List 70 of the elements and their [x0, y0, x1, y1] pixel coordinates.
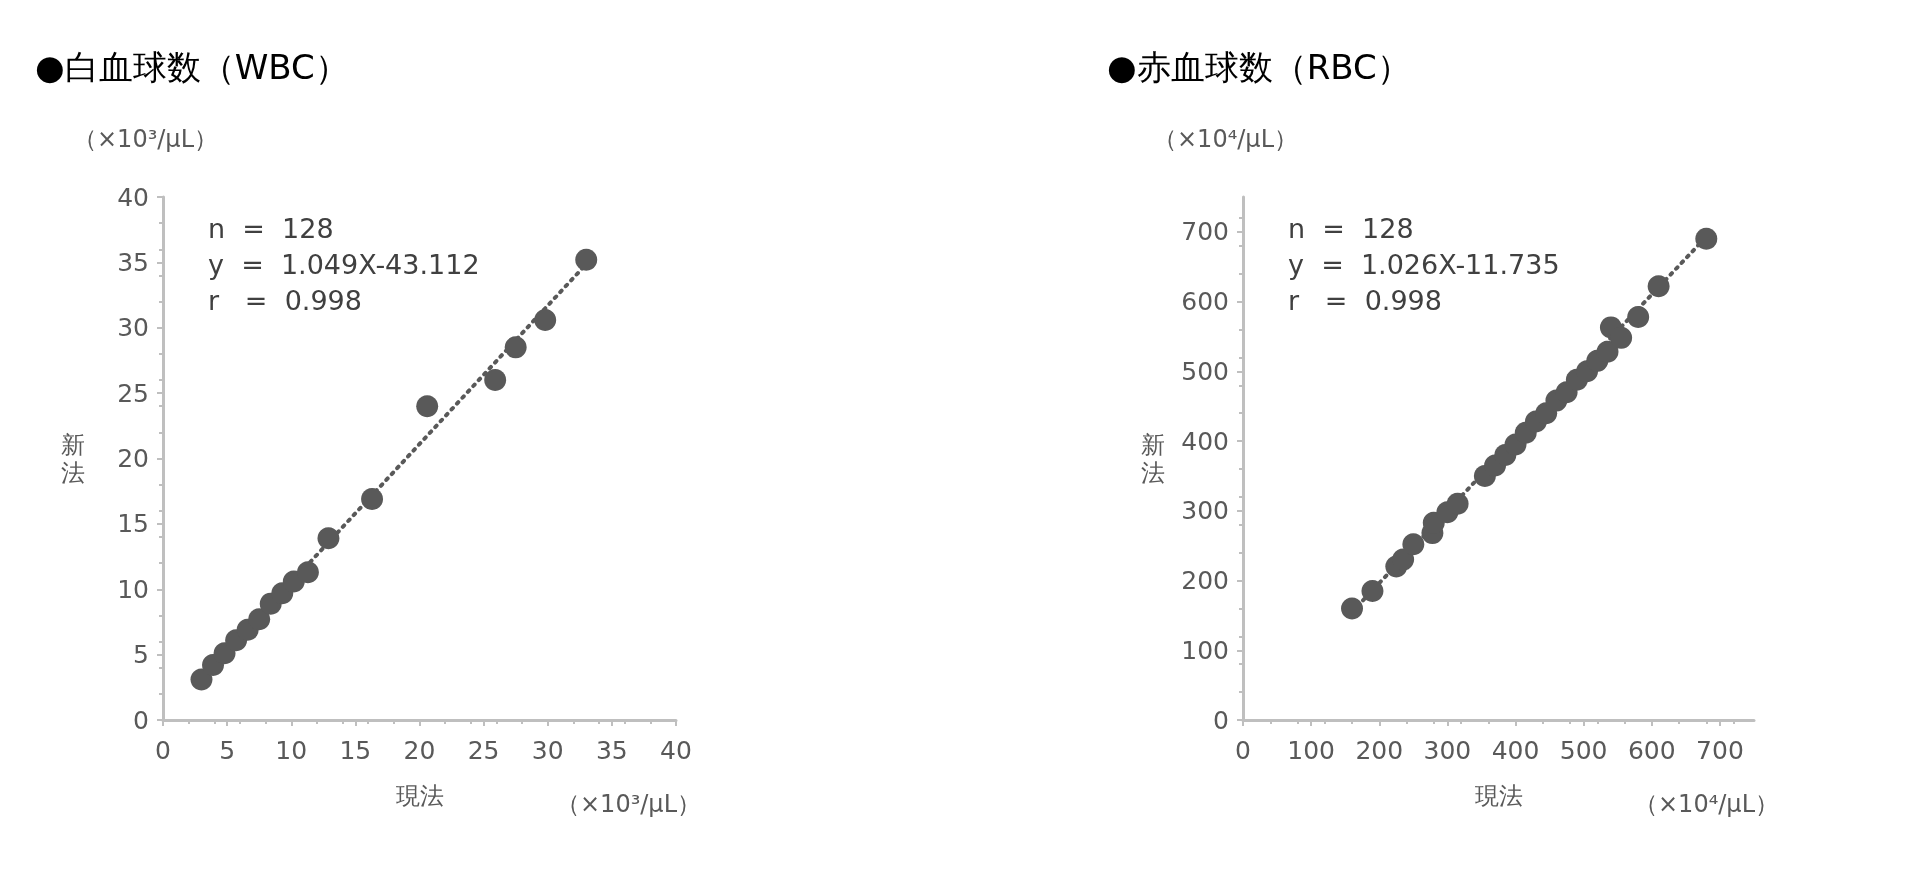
x-tick-label: 15 [339, 736, 372, 765]
point [1402, 533, 1425, 556]
x-tick-label: 600 [1627, 736, 1676, 765]
point [1392, 548, 1415, 571]
x-tick-label: 100 [1287, 736, 1335, 765]
x-tick-label: 400 [1491, 736, 1540, 765]
x-tick-label: 700 [1696, 736, 1744, 765]
text: （×10⁴/μL） [1634, 790, 1779, 818]
annotation: n = 128 [1288, 213, 1414, 244]
annotation: r = 0.998 [1288, 285, 1442, 316]
y-tick-label: 100 [1181, 635, 1229, 665]
point [575, 248, 598, 271]
y-tick-label: 20 [117, 444, 149, 473]
x-tick-label: 30 [531, 736, 564, 765]
y-tick-label: 300 [1181, 496, 1229, 526]
text: （×10³/μL） [73, 125, 218, 153]
chart-title: ●白血球数（WBC） [35, 47, 349, 87]
y-tick-label: 0 [133, 705, 149, 735]
point [504, 336, 527, 359]
x-tick-label: 0 [155, 736, 171, 765]
point [1610, 326, 1633, 349]
point [296, 561, 319, 584]
point [1627, 305, 1650, 328]
x-tick-label: 5 [219, 736, 236, 765]
y-tick-label: 400 [1181, 426, 1229, 456]
point [1647, 275, 1670, 298]
chart-title: ●赤血球数（RBC） [1107, 47, 1411, 87]
y-tick-label: 35 [117, 247, 149, 277]
point [534, 308, 557, 331]
y-axis-title: 新法 [1141, 430, 1165, 487]
y-tick-label: 700 [1181, 217, 1229, 247]
point [317, 527, 340, 550]
y-tick-label: 40 [117, 182, 149, 212]
point [361, 488, 384, 511]
text: （×10³/μL） [556, 790, 701, 818]
y-tick-label: 10 [117, 574, 149, 604]
point [416, 395, 439, 418]
point [484, 369, 507, 392]
x-tick-label: 0 [1235, 736, 1251, 765]
annotation: y = 1.049X-43.112 [208, 249, 480, 280]
y-tick-label: 15 [117, 509, 149, 539]
x-tick-label: 35 [595, 736, 628, 765]
x-axis-title: 現法 [395, 782, 444, 810]
y-tick-label: 200 [1181, 566, 1229, 596]
x-tick-label: 500 [1559, 736, 1608, 765]
annotation: y = 1.026X-11.735 [1288, 249, 1560, 280]
x-tick-label: 20 [403, 736, 436, 765]
y-axis-title: 新法 [61, 430, 85, 487]
point [1596, 340, 1619, 363]
x-tick-label: 200 [1355, 736, 1404, 765]
x-axis-title: 現法 [1474, 782, 1523, 810]
y-tick-label: 500 [1181, 356, 1229, 386]
y-tick-label: 600 [1181, 287, 1229, 317]
x-tick-label: 40 [660, 736, 692, 765]
point [1361, 580, 1384, 602]
x-tick-label: 300 [1423, 736, 1472, 765]
x-tick-label: 25 [467, 736, 500, 765]
point [190, 668, 213, 691]
text: （×10⁴/μL） [1153, 125, 1298, 153]
point [248, 608, 271, 631]
point [1446, 492, 1469, 515]
y-tick-label: 5 [133, 640, 149, 670]
annotation: n = 128 [208, 213, 334, 244]
y-tick-label: 30 [117, 313, 149, 343]
point [1695, 227, 1718, 250]
y-tick-label: 25 [117, 378, 149, 408]
point [1341, 597, 1364, 620]
annotation: r = 0.998 [208, 285, 362, 316]
x-tick-label: 10 [275, 736, 308, 765]
y-tick-label: 0 [1213, 705, 1229, 735]
